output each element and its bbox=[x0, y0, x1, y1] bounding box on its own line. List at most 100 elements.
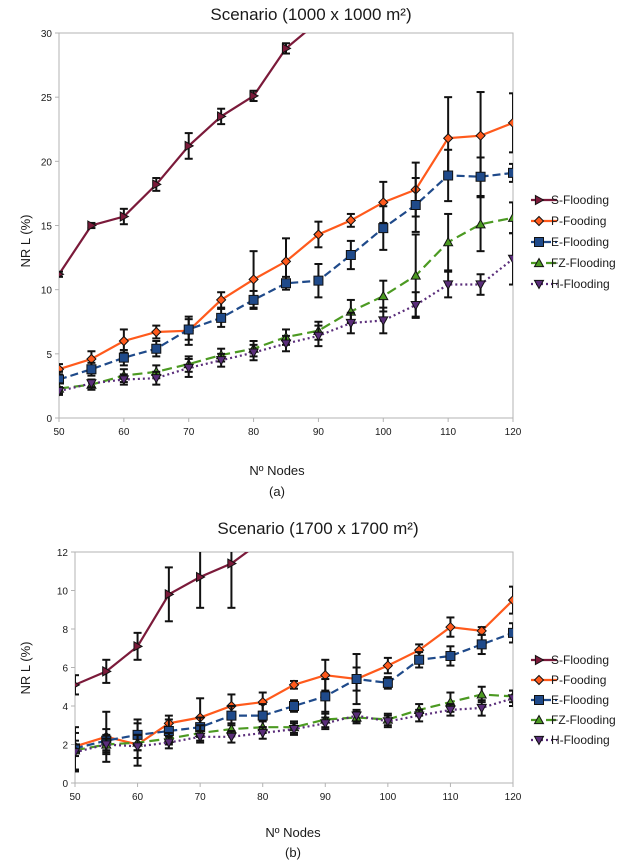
x-tick-label: 100 bbox=[380, 792, 397, 803]
data-point bbox=[248, 294, 259, 305]
data-point bbox=[249, 90, 260, 102]
legend-label: P-Fooding bbox=[551, 673, 606, 687]
y-tick-label: 8 bbox=[62, 625, 68, 636]
chart-a: Scenario (1000 x 1000 m²) Nº Nodes (a) N… bbox=[18, 5, 616, 499]
data-point bbox=[475, 280, 486, 291]
data-point bbox=[475, 171, 486, 182]
data-point bbox=[382, 677, 393, 688]
data-point bbox=[443, 170, 454, 181]
data-point bbox=[313, 331, 324, 342]
x-tick-label: 110 bbox=[442, 792, 458, 803]
data-point bbox=[217, 111, 227, 122]
series-line bbox=[75, 631, 513, 750]
data-point bbox=[194, 732, 206, 743]
data-point bbox=[508, 627, 513, 638]
data-point bbox=[508, 167, 513, 178]
data-point bbox=[102, 666, 112, 677]
legend-marker bbox=[534, 695, 544, 705]
legend-marker bbox=[533, 714, 545, 725]
data-point bbox=[248, 348, 259, 359]
legend-label: E-Flooding bbox=[551, 693, 609, 707]
data-point bbox=[345, 215, 357, 226]
y-tick-label: 15 bbox=[41, 222, 53, 233]
data-point bbox=[410, 270, 422, 280]
y-tick-label: 30 bbox=[41, 29, 53, 40]
legend-label: FZ-Flooding bbox=[551, 713, 616, 727]
legend-label: S-Flooding bbox=[551, 193, 609, 207]
data-point bbox=[163, 738, 175, 749]
legend-label: P-Fooding bbox=[551, 214, 606, 228]
chart-b-title: Scenario (1700 x 1700 m²) bbox=[217, 519, 418, 538]
chart-a-title: Scenario (1000 x 1000 m²) bbox=[210, 5, 411, 24]
data-point bbox=[289, 701, 299, 711]
legend-marker bbox=[533, 674, 545, 686]
chart-b-sublabel: (b) bbox=[285, 845, 301, 860]
y-tick-label: 4 bbox=[62, 702, 68, 713]
data-point bbox=[226, 710, 237, 721]
legend-marker bbox=[533, 735, 545, 746]
data-point bbox=[378, 223, 389, 234]
legend-label: FZ-Flooding bbox=[551, 256, 616, 270]
data-point bbox=[507, 212, 513, 222]
data-point bbox=[183, 324, 194, 335]
data-point bbox=[507, 254, 513, 265]
data-point bbox=[476, 639, 487, 650]
legend-marker bbox=[534, 654, 545, 666]
data-point bbox=[86, 379, 97, 389]
data-point bbox=[476, 688, 488, 699]
y-tick-label: 6 bbox=[62, 664, 68, 675]
x-tick-label: 60 bbox=[118, 427, 130, 438]
data-point bbox=[319, 719, 331, 729]
data-point bbox=[150, 374, 162, 384]
y-tick-label: 5 bbox=[46, 350, 52, 361]
chart-b: Scenario (1700 x 1700 m²) Nº Nodes (b) N… bbox=[18, 519, 616, 860]
data-point bbox=[75, 681, 81, 688]
y-tick-label: 0 bbox=[62, 779, 68, 790]
y-tick-label: 20 bbox=[41, 157, 53, 168]
legend-marker bbox=[533, 279, 545, 290]
data-point bbox=[288, 725, 300, 735]
data-point bbox=[196, 571, 206, 583]
chart-a-sublabel: (a) bbox=[269, 484, 285, 499]
data-point bbox=[413, 711, 425, 722]
data-point bbox=[59, 386, 65, 397]
data-point bbox=[118, 352, 129, 363]
data-point bbox=[257, 728, 269, 739]
data-point bbox=[75, 748, 81, 758]
legend-label: H-Flooding bbox=[551, 733, 610, 747]
y-tick-label: 10 bbox=[57, 587, 69, 598]
x-tick-label: 110 bbox=[440, 427, 456, 438]
data-point bbox=[507, 694, 513, 704]
x-tick-label: 120 bbox=[505, 792, 522, 803]
data-point bbox=[87, 220, 97, 231]
x-tick-label: 90 bbox=[320, 792, 332, 803]
data-point bbox=[442, 280, 454, 291]
data-point bbox=[414, 654, 425, 665]
data-point bbox=[215, 356, 227, 366]
legend-label: E-Flooding bbox=[551, 235, 609, 249]
data-point bbox=[118, 375, 130, 386]
legend-marker bbox=[533, 215, 545, 227]
data-point bbox=[377, 290, 389, 301]
data-point bbox=[118, 335, 130, 347]
data-point bbox=[345, 318, 357, 329]
data-point bbox=[410, 199, 421, 210]
x-tick-label: 70 bbox=[183, 427, 195, 438]
y-tick-label: 0 bbox=[46, 414, 52, 425]
data-point bbox=[320, 691, 331, 702]
chart-a-ylabel: NR L (%) bbox=[18, 215, 33, 268]
legend-marker bbox=[533, 257, 545, 268]
data-point bbox=[442, 133, 454, 144]
data-point bbox=[445, 705, 456, 716]
data-point bbox=[100, 740, 112, 751]
data-point bbox=[248, 274, 259, 285]
data-point bbox=[476, 703, 488, 714]
y-tick-label: 10 bbox=[41, 286, 53, 297]
data-point bbox=[281, 43, 292, 54]
data-point bbox=[59, 374, 64, 385]
chart-b-ylabel: NR L (%) bbox=[18, 642, 33, 695]
data-point bbox=[133, 640, 144, 652]
plot-frame bbox=[74, 551, 514, 784]
legend-marker bbox=[534, 237, 544, 247]
data-point bbox=[281, 278, 291, 289]
